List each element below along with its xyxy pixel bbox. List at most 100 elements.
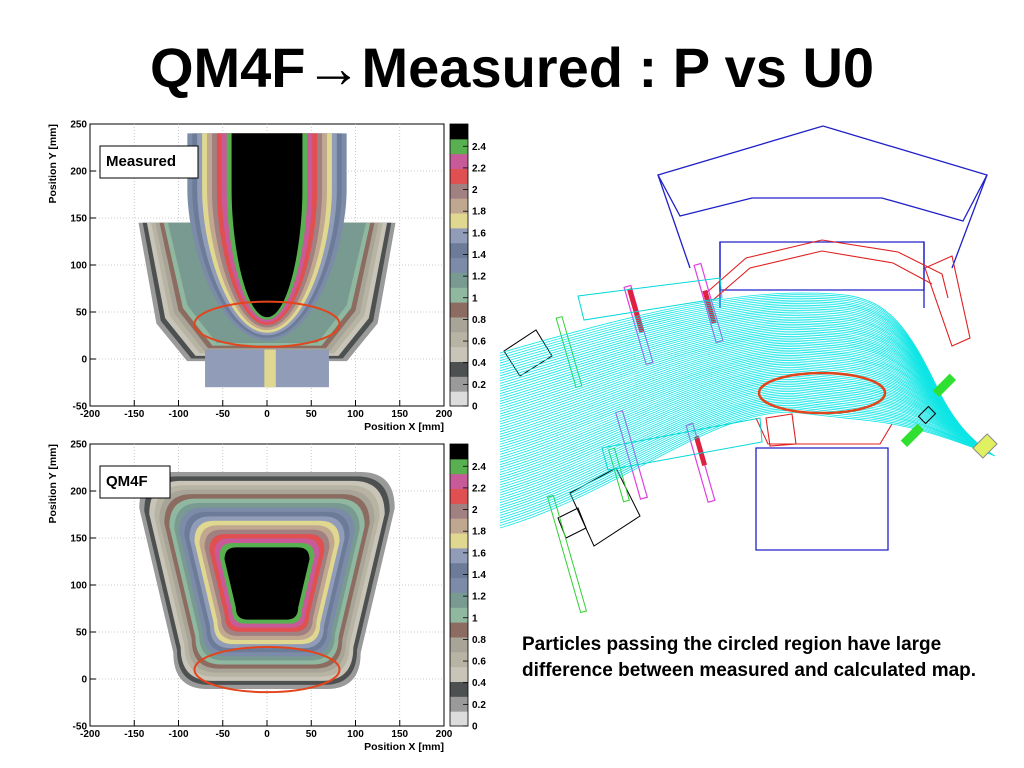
y-tick-label: 0: [81, 675, 87, 686]
particle-track: [500, 368, 981, 465]
colorbar-label: 2: [472, 505, 478, 516]
particle-track: [500, 394, 990, 503]
contour-level: [224, 547, 310, 620]
plot-label-box: [99, 465, 171, 499]
particle-track: [500, 342, 973, 441]
particle-track: [500, 309, 962, 433]
particle-track: [500, 323, 966, 436]
qm4f-field-map: -200 -150 -100 -50 0 50 100 150 200 -50 0 50 100 150 2…: [47, 440, 486, 754]
colorbar-segment: [450, 577, 468, 593]
x-tick-label: 0: [264, 409, 270, 420]
x-tick-label: -50: [216, 729, 231, 740]
measured-field-map: -200 -150 -100 -50 0 50 100 150 200 -50 0 50 100 150 2…: [47, 120, 486, 434]
colorbar-label: 0.8: [472, 635, 486, 646]
colorbar-segment: [450, 458, 468, 475]
particle-track: [500, 327, 967, 437]
particle-track: [500, 406, 994, 521]
y-tick-label: 200: [70, 487, 87, 498]
x-tick-label: 100: [347, 409, 364, 420]
colorbar-label: 2.4: [472, 142, 486, 153]
y-axis-label: Position Y [mm]: [47, 444, 59, 524]
colorbar-segment: [450, 124, 468, 140]
particle-track: [500, 396, 990, 506]
particle-track: [500, 373, 983, 473]
particle-track: [500, 399, 992, 511]
x-tick-label: -150: [124, 729, 144, 740]
y-tick-label: 250: [70, 120, 87, 131]
x-tick-label: 200: [436, 409, 453, 420]
colorbar-segment: [450, 272, 468, 288]
slide-title: QM4F→Measured : P vs U0: [149, 36, 875, 99]
colorbar-segment: [450, 242, 468, 259]
colorbar-segment: [450, 153, 468, 170]
colorbar-segment: [450, 592, 468, 608]
particle-track: [500, 315, 963, 434]
colorbar-label: 0.4: [472, 678, 486, 689]
y-tick-label: 150: [70, 214, 87, 225]
particle-track: [500, 370, 982, 468]
particle-track: [500, 351, 975, 443]
colorbar-segment: [450, 168, 468, 184]
colorbar-segment: [450, 533, 468, 549]
x-tick-label: -100: [168, 409, 188, 420]
particle-track: [500, 360, 978, 453]
particle-track: [500, 335, 970, 439]
particle-track: [500, 320, 965, 435]
colorbar-segment: [450, 473, 468, 490]
colorbar-label: 0.6: [472, 657, 486, 668]
x-tick-label: 150: [391, 729, 408, 740]
colorbar-label: 1.2: [472, 592, 486, 603]
colorbar-label: 1.4: [472, 570, 486, 581]
y-tick-label: 150: [70, 534, 87, 545]
particle-track: [500, 318, 965, 435]
particle-track: [500, 382, 986, 486]
plot-label: Measured: [106, 153, 176, 170]
x-tick-label: -200: [80, 729, 100, 740]
colorbar-label: 0: [472, 722, 478, 733]
colorbar-segment: [450, 681, 468, 697]
colorbar-label: 1.8: [472, 207, 486, 218]
colorbar-frame: [449, 443, 469, 727]
colorbar-label: 0: [472, 402, 478, 413]
x-tick-label: 0: [264, 729, 270, 740]
particle-track: [500, 361, 979, 455]
y-axis-label: Position Y [mm]: [47, 124, 59, 204]
colorbar-segment: [450, 302, 468, 318]
particle-track: [500, 334, 970, 438]
particle-track: [500, 385, 987, 491]
x-tick-label: -50: [216, 409, 231, 420]
particle-track: [500, 403, 993, 516]
particle-track: [500, 349, 975, 442]
beamline-track-diagram: [500, 125, 998, 614]
x-axis-label: Position X [mm]: [364, 741, 444, 753]
heatmap-contours: [138, 133, 396, 388]
plot-label: QM4F: [106, 473, 148, 490]
particle-track: [500, 392, 989, 501]
particle-track: [500, 367, 981, 463]
particle-track: [500, 292, 956, 429]
colorbar-segment: [450, 607, 468, 623]
plot-label-box: [99, 145, 199, 179]
colorbar-label: 1.4: [472, 250, 486, 261]
colorbar-segment: [450, 666, 468, 682]
colorbar-label: 0.4: [472, 358, 486, 369]
colorbar-label: 0.2: [472, 380, 486, 391]
colorbar-segment: [450, 257, 468, 273]
particle-track: [500, 384, 986, 488]
particle-track: [500, 332, 969, 438]
exit-detectors: [900, 373, 998, 459]
particle-track: [500, 401, 992, 514]
colorbar-label: 1.8: [472, 527, 486, 538]
colorbar-segment: [450, 183, 468, 199]
x-tick-label: -100: [168, 729, 188, 740]
particle-tracks: [500, 292, 996, 529]
y-tick-label: 250: [70, 440, 87, 451]
caption-text: Particles passing the circled region hav…: [522, 634, 977, 681]
particle-track: [500, 348, 974, 442]
colorbar-label: 1: [472, 293, 478, 304]
particle-track: [500, 330, 969, 438]
colorbar-segment: [450, 361, 468, 377]
particle-track: [500, 344, 973, 441]
particle-track: [500, 322, 966, 436]
particle-track: [500, 356, 977, 448]
